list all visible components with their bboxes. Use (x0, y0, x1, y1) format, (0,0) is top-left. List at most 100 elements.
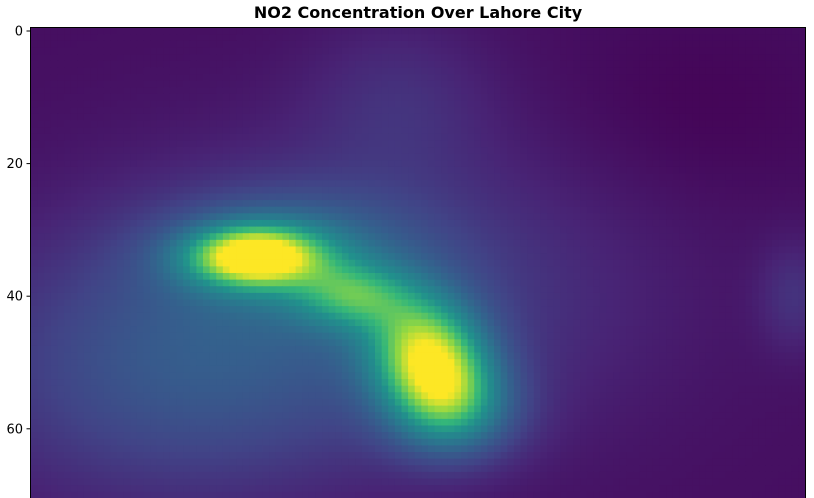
heatmap-cell (90, 173, 98, 181)
heatmap-cell (434, 34, 442, 42)
heatmap-cell (308, 74, 317, 82)
heatmap-cell (117, 299, 125, 307)
heatmap-cell (70, 120, 78, 128)
heatmap-cell (150, 239, 158, 248)
heatmap-cell (275, 80, 283, 88)
heatmap-cell (580, 34, 588, 42)
heatmap-cell (348, 273, 356, 281)
heatmap-cell (507, 140, 515, 148)
heatmap-cell (619, 54, 627, 62)
heatmap-cell (143, 259, 151, 267)
heatmap-cell (262, 160, 270, 168)
heatmap-cell (83, 133, 92, 141)
heatmap-cell (705, 40, 713, 49)
heatmap-cell (308, 299, 317, 307)
heatmap-cell (705, 292, 713, 301)
heatmap-cell (414, 74, 422, 82)
heatmap-cell (328, 266, 336, 274)
heatmap-cell (255, 200, 264, 208)
heatmap-cell (110, 206, 118, 214)
heatmap-cell (328, 180, 336, 188)
heatmap-cell (401, 246, 409, 254)
heatmap-cell (652, 74, 661, 82)
heatmap-cell (566, 160, 575, 168)
heatmap-cell (282, 28, 290, 35)
heatmap-cell (619, 107, 627, 115)
heatmap-cell (103, 206, 111, 214)
heatmap-cell (646, 113, 654, 122)
heatmap-cell (427, 219, 436, 228)
heatmap-cell (520, 80, 528, 88)
heatmap-cell (798, 47, 806, 55)
heatmap-cell (527, 87, 535, 95)
heatmap-cell (322, 87, 330, 95)
heatmap-cell (527, 140, 535, 148)
heatmap-cell (229, 180, 237, 188)
heatmap-cell (401, 160, 409, 168)
heatmap-cell (64, 219, 72, 228)
heatmap-cell (117, 200, 125, 208)
heatmap-cell (639, 200, 647, 208)
heatmap-cell (50, 127, 59, 135)
heatmap-cell (421, 193, 429, 201)
heatmap-cell (368, 54, 376, 62)
heatmap-cell (619, 246, 627, 254)
heatmap-cell (123, 34, 131, 42)
heatmap-cell (341, 193, 350, 201)
heatmap-cell (725, 279, 733, 287)
heatmap-cell (487, 299, 495, 307)
heatmap-cell (103, 200, 111, 208)
heatmap-cell (176, 127, 184, 135)
heatmap-cell (560, 67, 568, 75)
heatmap-cell (136, 87, 145, 95)
heatmap-cell (480, 173, 489, 181)
heatmap-cell (639, 40, 647, 49)
heatmap-cell (778, 233, 786, 241)
heatmap-cell (586, 273, 594, 281)
heatmap-cell (725, 93, 733, 102)
heatmap-cell (765, 299, 773, 307)
heatmap-cell (447, 133, 455, 141)
heatmap-cell (368, 80, 376, 88)
heatmap-cell (150, 80, 158, 88)
heatmap-cell (659, 113, 667, 122)
heatmap-cell (117, 292, 125, 301)
heatmap-cell (57, 226, 65, 234)
heatmap-cell (699, 200, 707, 208)
heatmap-cell (368, 253, 376, 261)
heatmap-cell (255, 226, 264, 234)
heatmap-cell (328, 160, 336, 168)
heatmap-cell (64, 74, 72, 82)
heatmap-cell (633, 259, 641, 267)
heatmap-cell (97, 186, 105, 195)
heatmap-cell (692, 200, 700, 208)
heatmap-cell (143, 279, 151, 287)
heatmap-cell (355, 40, 363, 49)
heatmap-cell (732, 100, 740, 108)
heatmap-cell (778, 74, 786, 82)
heatmap-cell (752, 47, 760, 55)
heatmap-cell (606, 259, 614, 267)
heatmap-cell (666, 253, 674, 261)
heatmap-cell (666, 246, 674, 254)
heatmap-cell (348, 160, 356, 168)
heatmap-cell (70, 60, 78, 69)
heatmap-cell (322, 80, 330, 88)
heatmap-cell (487, 213, 495, 221)
heatmap-cell (434, 80, 442, 88)
heatmap-cell (560, 219, 568, 228)
heatmap-cell (169, 286, 178, 294)
heatmap-cell (487, 40, 495, 49)
heatmap-cell (394, 273, 403, 281)
heatmap-cell (308, 80, 317, 88)
heatmap-cell (447, 87, 455, 95)
heatmap-cell (262, 113, 270, 122)
heatmap-cell (685, 186, 694, 195)
heatmap-cell (70, 107, 78, 115)
heatmap-cell (685, 173, 694, 181)
heatmap-cell (156, 140, 164, 148)
heatmap-cell (31, 286, 39, 294)
heatmap-cell (593, 239, 601, 248)
heatmap-cell (639, 133, 647, 141)
heatmap-cell (646, 226, 654, 234)
